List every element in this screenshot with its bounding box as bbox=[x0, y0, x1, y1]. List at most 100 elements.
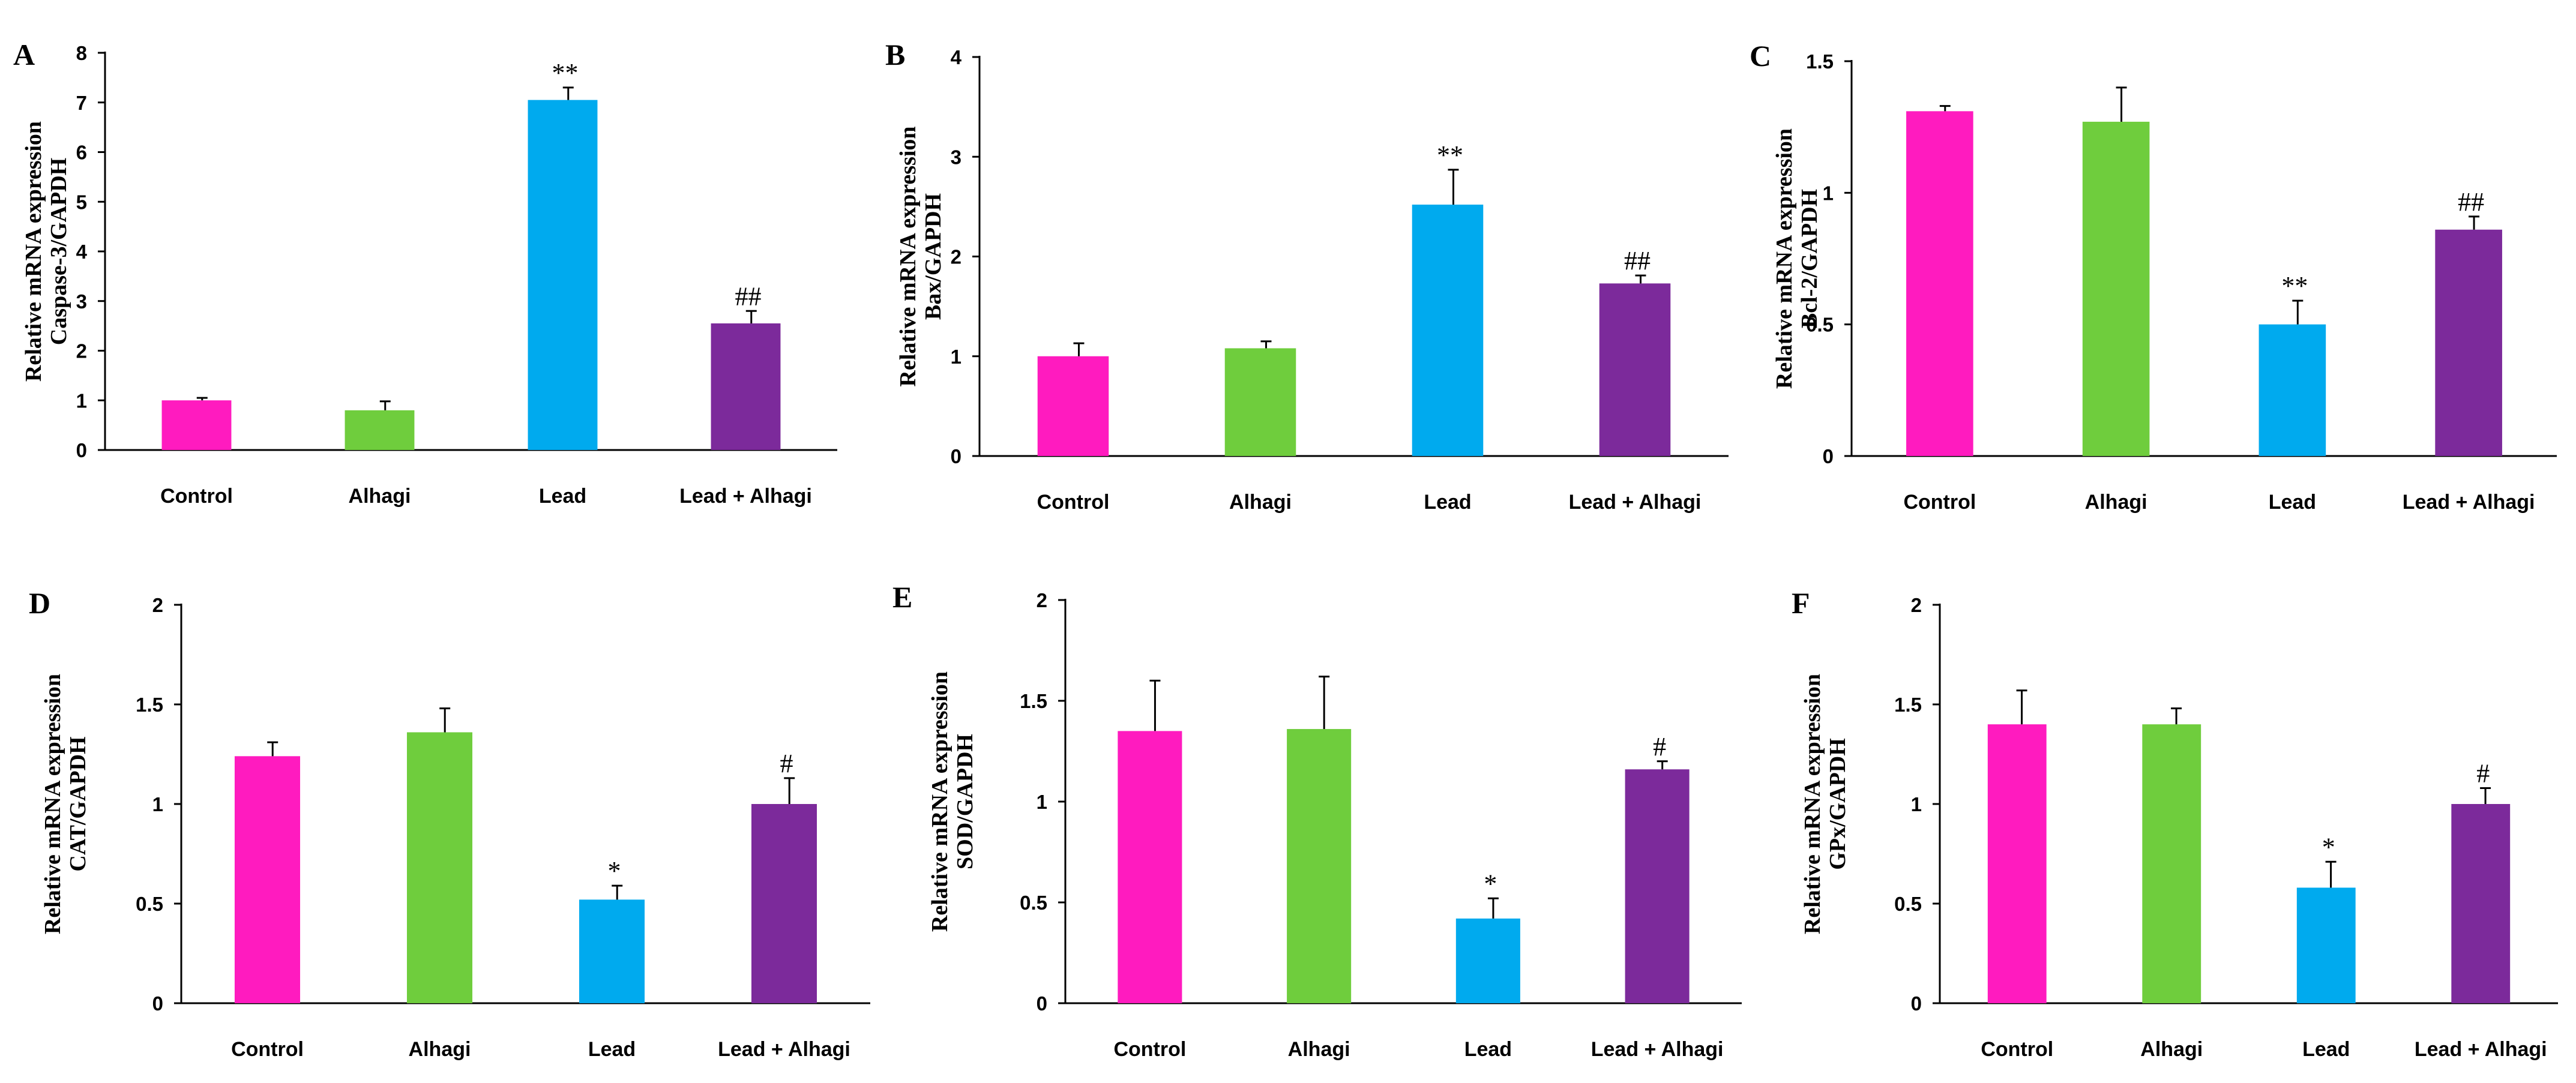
significance-marker: ## bbox=[1624, 246, 1651, 275]
x-tick-label: Alhagi bbox=[409, 1038, 471, 1061]
significance-marker: # bbox=[2476, 758, 2490, 788]
y-tick-label: 2 bbox=[76, 340, 87, 362]
y-axis-label: Relative mRNA expression bbox=[1772, 128, 1797, 389]
y-tick-label: 7 bbox=[76, 92, 87, 114]
x-tick-label: Control bbox=[1037, 491, 1110, 514]
y-tick-label: 0.5 bbox=[136, 893, 163, 915]
x-tick-label: Lead bbox=[2269, 491, 2316, 514]
y-axis-label: Relative mRNA expression bbox=[895, 126, 921, 386]
significance-marker: ** bbox=[1437, 140, 1463, 170]
y-tick-label: 1 bbox=[1823, 182, 1834, 204]
chart-panel-b: B Relative mRNA expression Bax/GAPDH 0 1 2 3 4 C… bbox=[885, 38, 1729, 514]
y-tick-label: 4 bbox=[76, 241, 88, 263]
bar-lead-alhagi bbox=[1625, 769, 1690, 1003]
x-tick-label: Alhagi bbox=[1229, 491, 1292, 514]
x-tick-label: Alhagi bbox=[2140, 1038, 2203, 1061]
x-tick-label: Lead + Alhagi bbox=[718, 1038, 850, 1061]
y-tick-label: 1 bbox=[1911, 793, 1922, 815]
chart-panel-e: E Relative mRNA expression SOD/GAPDH 0 0.5 1 1… bbox=[892, 580, 1742, 1061]
y-tick-label: 0.5 bbox=[1894, 893, 1922, 915]
y-tick-label: 0 bbox=[951, 445, 961, 467]
bar-lead bbox=[579, 899, 645, 1003]
bar-alhagi bbox=[1224, 348, 1296, 456]
significance-marker: * bbox=[2322, 832, 2335, 862]
y-tick-label: 0.5 bbox=[1806, 314, 1834, 336]
y-tick-label: 0 bbox=[1823, 445, 1834, 467]
y-axis-label: Relative mRNA expression bbox=[21, 121, 46, 382]
bar-lead-alhagi bbox=[711, 323, 781, 450]
y-tick-label: 2 bbox=[1037, 589, 1047, 611]
bar-control bbox=[161, 400, 232, 450]
y-tick-label: 2 bbox=[152, 594, 163, 616]
x-tick-label: Control bbox=[1981, 1038, 2053, 1061]
y-tick-label: 4 bbox=[951, 46, 962, 68]
x-tick-label: Lead bbox=[539, 485, 586, 508]
y-tick-label: 0 bbox=[76, 439, 87, 461]
y-tick-label: 2 bbox=[1911, 594, 1922, 616]
y-tick-label: 0 bbox=[1911, 992, 1922, 1015]
bar-lead bbox=[1412, 205, 1484, 456]
x-tick-label: Lead + Alhagi bbox=[2415, 1038, 2547, 1061]
y-axis-label: Relative mRNA expression bbox=[40, 674, 65, 934]
x-tick-label: Alhagi bbox=[2085, 491, 2147, 514]
bar-lead bbox=[2259, 324, 2326, 456]
panel-letter: A bbox=[13, 38, 35, 71]
y-tick-label: 1.5 bbox=[1806, 50, 1834, 73]
panel-letter: B bbox=[885, 38, 905, 71]
x-tick-label: Control bbox=[231, 1038, 304, 1061]
panel-letter: D bbox=[29, 586, 50, 620]
y-tick-label: 3 bbox=[951, 146, 961, 168]
x-tick-label: Alhagi bbox=[1288, 1038, 1350, 1061]
significance-marker: ## bbox=[2458, 187, 2484, 217]
x-tick-label: Lead bbox=[1424, 491, 1471, 514]
chart-panel-d: D Relative mRNA expression CAT/GAPDH 0 0.5 1 1… bbox=[29, 586, 870, 1061]
x-tick-label: Lead bbox=[2302, 1038, 2350, 1061]
y-tick-label: 8 bbox=[76, 42, 87, 64]
y-tick-label: 1 bbox=[1037, 791, 1047, 813]
x-tick-label: Alhagi bbox=[349, 485, 411, 508]
bar-alhagi bbox=[2142, 724, 2201, 1003]
y-axis-label: Relative mRNA expression bbox=[1800, 674, 1825, 934]
bar-lead-alhagi bbox=[1599, 283, 1671, 456]
bar-control bbox=[1037, 356, 1109, 456]
significance-marker: ** bbox=[2281, 271, 2308, 301]
y-tick-label: 1 bbox=[76, 389, 87, 412]
bar-alhagi bbox=[2082, 121, 2150, 457]
y-axis-label: Bcl-2/GAPDH bbox=[1797, 189, 1822, 328]
bar-alhagi bbox=[406, 732, 473, 1003]
panel-letter: E bbox=[892, 580, 912, 614]
bar-alhagi bbox=[1287, 729, 1352, 1003]
y-tick-label: 2 bbox=[951, 246, 961, 268]
x-tick-label: Control bbox=[160, 485, 233, 508]
bar-lead-alhagi bbox=[2451, 804, 2511, 1003]
chart-panel-c: C Relative mRNA expression Bcl-2/GAPDH 0 0.5… bbox=[1750, 39, 2557, 514]
chart-panel-f: F Relative mRNA expression GPx/GAPDH 0 0.5 1 1… bbox=[1792, 586, 2558, 1061]
x-tick-label: Lead bbox=[1464, 1038, 1512, 1061]
y-axis-label: CAT/GAPDH bbox=[65, 736, 91, 871]
y-axis-label: Relative mRNA expression bbox=[927, 671, 952, 932]
x-tick-label: Lead + Alhagi bbox=[1591, 1038, 1724, 1061]
chart-panel-a: A Relative mRNA expression Caspase-3/GAPDH… bbox=[13, 38, 837, 508]
x-tick-label: Lead + Alhagi bbox=[679, 485, 812, 508]
y-tick-label: 1 bbox=[951, 346, 961, 368]
x-tick-label: Control bbox=[1113, 1038, 1186, 1061]
bar-control bbox=[1987, 724, 2047, 1003]
y-tick-label: 5 bbox=[76, 191, 87, 213]
panel-letter: F bbox=[1792, 586, 1810, 620]
y-tick-label: 1.5 bbox=[1894, 694, 1922, 716]
y-axis-label: SOD/GAPDH bbox=[952, 734, 978, 869]
significance-marker: * bbox=[608, 856, 621, 886]
y-tick-label: 0 bbox=[152, 992, 163, 1015]
bar-lead-alhagi bbox=[2435, 229, 2502, 456]
bar-lead bbox=[2296, 887, 2356, 1003]
x-tick-label: Lead + Alhagi bbox=[2403, 491, 2535, 514]
y-tick-label: 1.5 bbox=[1020, 690, 1047, 712]
y-axis-label: Bax/GAPDH bbox=[921, 193, 946, 320]
bar-lead-alhagi bbox=[751, 804, 817, 1003]
bar-control bbox=[1906, 111, 1973, 456]
significance-marker: * bbox=[1484, 869, 1497, 898]
y-tick-label: 0.5 bbox=[1020, 892, 1047, 914]
x-tick-label: Lead bbox=[588, 1038, 636, 1061]
significance-marker: ## bbox=[735, 281, 762, 311]
x-tick-label: Control bbox=[1903, 491, 1976, 514]
